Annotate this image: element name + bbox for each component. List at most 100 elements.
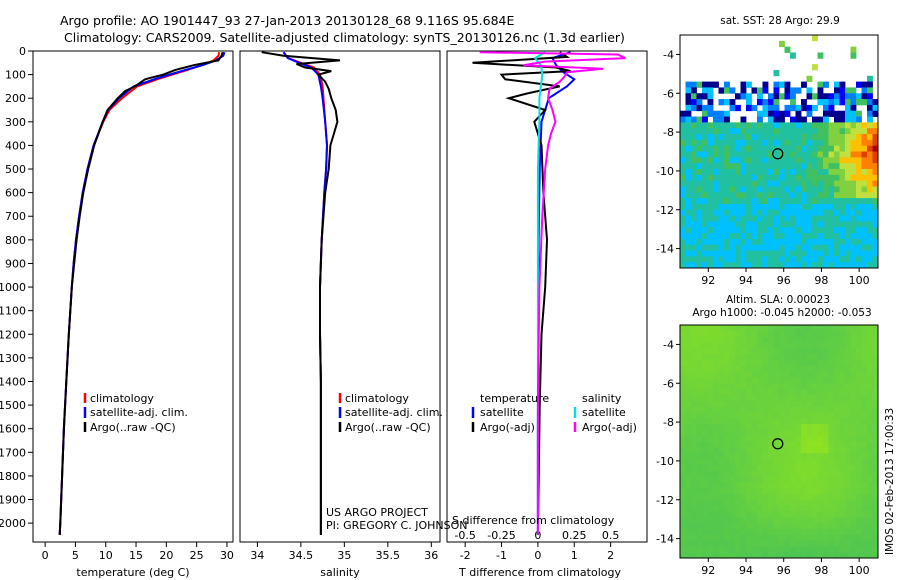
heatmap-cell	[718, 389, 725, 396]
heatmap-cell	[790, 493, 796, 501]
heatmap-cell	[713, 157, 719, 164]
heatmap-cell	[850, 400, 857, 407]
heatmap-cell	[784, 383, 791, 390]
heatmap-cell	[856, 244, 862, 251]
heatmap-cell	[762, 523, 769, 530]
heatmap-cell	[801, 546, 807, 553]
heatmap-cell	[828, 203, 835, 211]
heatmap-cell	[768, 163, 774, 170]
heatmap-cell	[702, 134, 708, 141]
heatmap-cell	[680, 238, 686, 246]
heatmap-cell	[806, 256, 813, 263]
heatmap-cell	[713, 186, 719, 193]
heatmap-cell	[718, 342, 725, 349]
heatmap-cell	[735, 139, 741, 147]
heatmap-cell	[729, 552, 736, 559]
heatmap-cell	[685, 81, 692, 88]
heatmap-cell	[872, 336, 879, 343]
heatmap-cell	[867, 348, 873, 355]
heatmap-cell	[823, 505, 829, 512]
heatmap-cell	[779, 180, 785, 187]
heatmap-cell	[680, 470, 686, 477]
heatmap-cell	[768, 499, 774, 506]
heatmap-cell	[696, 256, 703, 263]
heatmap-cell	[773, 424, 780, 431]
heatmap-cell	[801, 540, 807, 547]
ytick-label: 800	[5, 234, 26, 247]
heatmap-cell	[691, 540, 697, 547]
heatmap-cell	[729, 354, 736, 361]
heatmap-cell	[740, 365, 747, 372]
heatmap-cell	[861, 377, 868, 384]
heatmap-cell	[696, 499, 703, 506]
heatmap-cell	[823, 145, 829, 152]
heatmap-cell	[784, 134, 791, 141]
heatmap-cell	[817, 476, 824, 483]
heatmap-cell	[685, 221, 692, 228]
heatmap-cell	[779, 116, 785, 123]
heatmap-cell	[729, 424, 736, 431]
heatmap-cell	[724, 546, 730, 553]
heatmap-cell	[751, 330, 758, 338]
heatmap-cell	[872, 215, 879, 222]
salinity-panel: 34 34.5 35 35.5 36 salinity climatology sate…	[239, 50, 467, 579]
heatmap-cell	[861, 546, 868, 553]
heatmap-cell	[839, 534, 846, 541]
heatmap-cell	[845, 336, 851, 343]
heatmap-cell	[773, 528, 780, 536]
heatmap-cell	[823, 198, 829, 205]
heatmap-cell	[685, 330, 692, 338]
heatmap-cell	[685, 139, 692, 147]
heatmap-cell	[856, 383, 862, 390]
heatmap-cell	[790, 93, 796, 100]
heatmap-cell	[806, 488, 813, 495]
heatmap-cell	[828, 128, 835, 135]
heatmap-cell	[790, 517, 796, 524]
heatmap-cell	[839, 517, 846, 524]
heatmap-cell	[680, 400, 686, 407]
heatmap-cell	[790, 122, 796, 129]
heatmap-cell	[751, 453, 758, 460]
heatmap-cell	[757, 151, 763, 158]
heatmap-cell	[757, 134, 763, 141]
heatmap-cell	[845, 546, 851, 553]
heatmap-cell	[691, 458, 697, 466]
heatmap-cell	[812, 128, 818, 135]
heatmap-cell	[806, 104, 813, 112]
heatmap-cell	[872, 412, 879, 419]
heatmap-cell	[746, 435, 752, 442]
heatmap-cell	[834, 256, 840, 263]
heatmap-cell	[806, 464, 813, 472]
heatmap-cell	[817, 221, 824, 228]
heatmap-cell	[817, 250, 824, 257]
heatmap-cell	[790, 534, 796, 541]
heatmap-cell	[696, 365, 703, 372]
heatmap-cell	[696, 546, 703, 553]
heatmap-cell	[872, 517, 879, 524]
heatmap-cell	[724, 499, 730, 506]
heatmap-cell	[839, 470, 846, 477]
heatmap-cell	[839, 336, 846, 343]
heatmap-cell	[740, 180, 747, 187]
heatmap-cell	[817, 198, 824, 205]
heatmap-cell	[850, 371, 857, 378]
heatmap-cell	[762, 128, 769, 135]
heatmap-cell	[735, 458, 741, 466]
heatmap-cell	[696, 540, 703, 547]
heatmap-cell	[850, 493, 857, 501]
heatmap-cell	[867, 174, 873, 182]
heatmap-cell	[795, 348, 802, 355]
heatmap-cell	[812, 371, 818, 378]
heatmap-cell	[729, 540, 736, 547]
heatmap-cell	[713, 192, 719, 199]
heatmap-cell	[806, 342, 813, 349]
heatmap-cell	[779, 186, 785, 193]
heatmap-cell	[757, 238, 763, 246]
heatmap-cell	[839, 458, 846, 466]
heatmap-cell	[834, 116, 840, 123]
heatmap-cell	[817, 336, 824, 343]
heatmap-cell	[790, 464, 796, 472]
heatmap-cell	[762, 256, 769, 263]
heatmap-cell	[762, 359, 769, 367]
heatmap-cell	[867, 482, 873, 489]
